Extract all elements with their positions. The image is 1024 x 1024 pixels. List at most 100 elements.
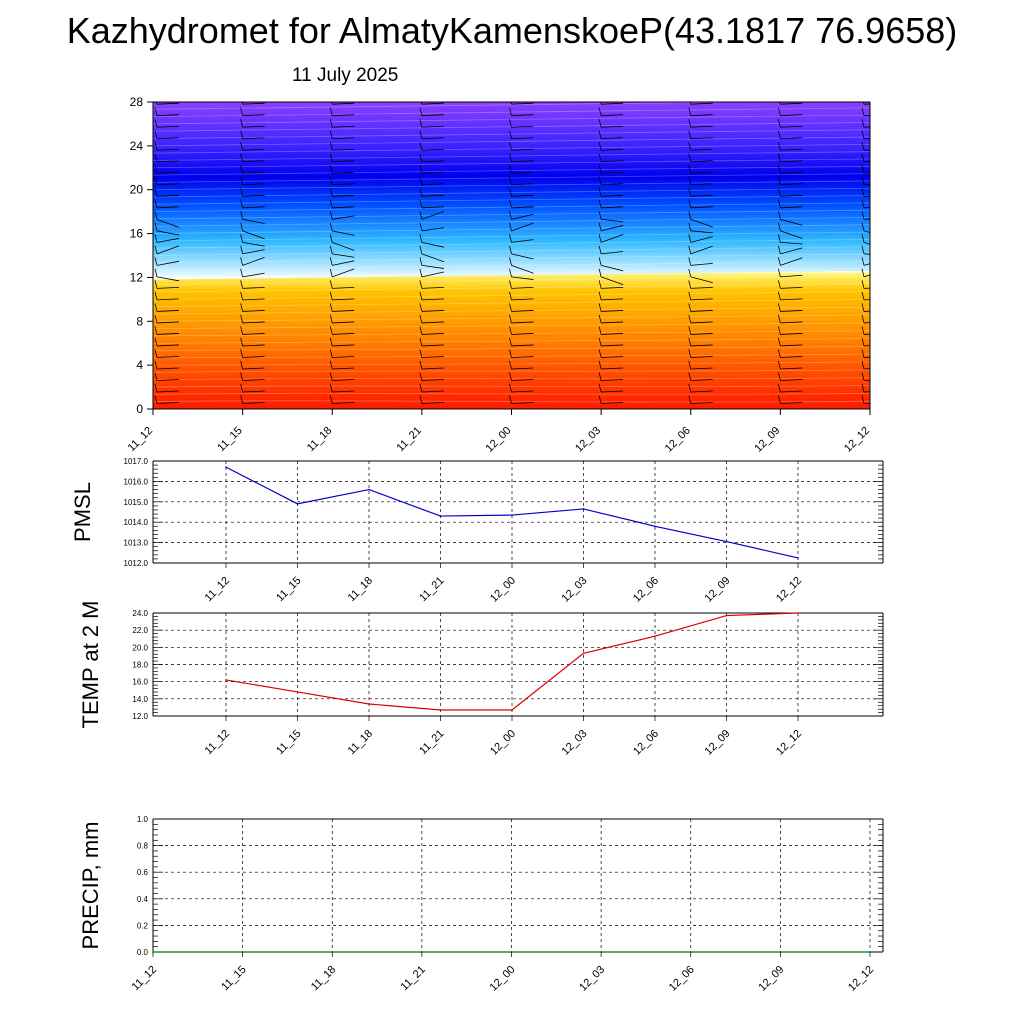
wind-barb-shaft xyxy=(421,102,444,105)
wind-barb-shaft xyxy=(242,102,265,105)
wind-barb-shaft xyxy=(156,183,180,186)
wind-barb-feather xyxy=(598,383,602,393)
heatmap-x-tick-label: 11_18 xyxy=(305,425,335,455)
wind-barb-shaft xyxy=(332,125,355,128)
wind-barb-feather xyxy=(419,337,423,347)
wind-barb-shaft xyxy=(156,344,180,347)
wind-barb-feather xyxy=(154,234,158,243)
wind-barb-feather xyxy=(240,314,244,324)
data-point xyxy=(511,709,513,711)
wind-barb xyxy=(688,153,713,163)
wind-barb-shaft xyxy=(421,367,444,370)
wind-barb-shaft xyxy=(156,102,180,105)
heatmap-y-tick-label: 24 xyxy=(130,139,144,153)
wind-barb-feather xyxy=(688,360,692,370)
wind-barb xyxy=(861,372,870,381)
wind-barb-feather xyxy=(240,165,244,174)
wind-barb-feather xyxy=(600,102,602,105)
wind-barb xyxy=(329,222,355,236)
wind-barb-feather xyxy=(861,291,865,301)
wind-barb-shaft xyxy=(511,137,534,140)
wind-barb-feather xyxy=(509,268,512,277)
x-tick-label: 11_18 xyxy=(346,575,376,605)
wind-barb-shaft xyxy=(242,183,265,186)
wind-barb-shaft xyxy=(421,241,444,248)
wind-barb-shaft xyxy=(242,333,265,335)
wind-barb xyxy=(598,280,624,289)
wind-barb-shaft xyxy=(780,247,803,255)
contour-line xyxy=(153,253,870,264)
wind-barb xyxy=(329,383,355,393)
wind-barb-feather xyxy=(240,337,244,347)
wind-barb-feather xyxy=(419,176,423,185)
wind-barb xyxy=(509,245,534,260)
wind-barb-shaft xyxy=(332,356,355,358)
data-point xyxy=(797,557,799,559)
wind-barb-feather xyxy=(329,107,333,116)
wind-barb-shaft xyxy=(242,114,265,117)
contour-line xyxy=(153,298,870,308)
wind-barb xyxy=(240,165,265,174)
wind-barb-shaft xyxy=(421,402,444,404)
heatmap-x-tick-label: 11_15 xyxy=(215,425,245,455)
x-tick-label: 12_06 xyxy=(667,964,697,994)
wind-barb-shaft xyxy=(780,379,803,381)
wind-barb-shaft xyxy=(332,344,355,347)
wind-barb-feather xyxy=(777,188,781,197)
y-tick-label: 1012.0 xyxy=(124,559,149,568)
wind-barb xyxy=(240,268,265,278)
wind-barb-feather xyxy=(240,303,244,312)
wind-barb-shaft xyxy=(600,276,624,286)
wind-barb-feather xyxy=(240,383,244,393)
wind-barb xyxy=(861,176,870,186)
wind-barb-feather xyxy=(419,383,423,393)
wind-barb-shaft xyxy=(242,286,265,289)
wind-barb-shaft xyxy=(332,321,355,324)
wind-barb-feather xyxy=(861,165,865,174)
contour-line xyxy=(153,392,870,395)
wind-barb xyxy=(509,153,534,163)
wind-barb-shaft xyxy=(780,171,803,174)
wind-barb xyxy=(419,326,444,335)
wind-barb-shaft xyxy=(601,298,624,301)
wind-barb-feather xyxy=(240,119,244,128)
wind-barb-shaft xyxy=(332,379,355,381)
wind-barb xyxy=(509,211,534,220)
page-date: 11 July 2025 xyxy=(292,65,399,86)
wind-barb-shaft xyxy=(780,333,803,335)
wind-barb-feather xyxy=(509,234,512,243)
wind-barb-feather xyxy=(329,326,333,335)
wind-barb-shaft xyxy=(511,356,534,358)
wind-barb-shaft xyxy=(156,125,180,128)
wind-barb-shaft xyxy=(421,114,444,117)
wind-barb-feather xyxy=(240,291,244,301)
wind-barb-shaft xyxy=(690,125,713,128)
wind-barb-shaft xyxy=(421,298,444,301)
wind-barb-feather xyxy=(329,165,333,174)
contour-line xyxy=(153,180,870,191)
contour-line xyxy=(153,385,870,388)
data-point xyxy=(439,709,442,711)
wind-barb-shaft xyxy=(511,286,534,289)
wind-barb-shaft xyxy=(156,333,180,335)
x-tick-label: 12_09 xyxy=(703,728,733,758)
wind-barb-feather xyxy=(329,257,333,266)
wind-barb xyxy=(688,257,713,266)
wind-barb xyxy=(688,291,713,301)
wind-barb-shaft xyxy=(863,149,870,151)
wind-barb xyxy=(240,222,265,240)
contour-line xyxy=(153,231,870,242)
wind-barb xyxy=(861,107,870,117)
wind-barb-feather xyxy=(154,314,158,324)
wind-barb-shaft xyxy=(780,160,803,163)
wind-barb-shaft xyxy=(242,298,265,301)
contour-line xyxy=(153,114,870,125)
wind-barb-feather xyxy=(688,303,692,312)
wind-barb xyxy=(598,314,624,324)
wind-barb-shaft xyxy=(601,125,624,128)
wind-barb-feather xyxy=(509,188,512,197)
wind-barb-feather xyxy=(861,234,865,243)
wind-barb-feather xyxy=(329,268,333,277)
wind-barb-feather xyxy=(329,130,333,139)
wind-barb xyxy=(329,268,355,278)
